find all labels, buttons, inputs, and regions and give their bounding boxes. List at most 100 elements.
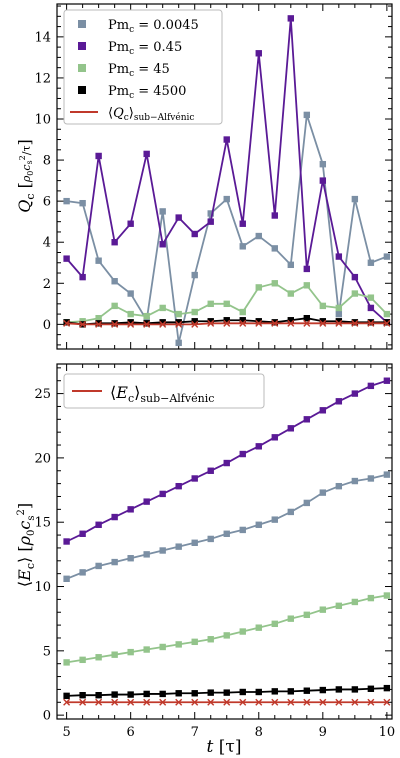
data-point (63, 698, 71, 706)
data-point (191, 539, 198, 546)
data-point (303, 416, 311, 423)
data-point (367, 259, 375, 266)
y-tick-label: 2 (43, 277, 51, 292)
data-point (271, 698, 279, 706)
data-point (335, 304, 343, 312)
data-point (255, 232, 262, 240)
data-point (335, 398, 343, 405)
data-point (351, 390, 359, 397)
data-point (159, 241, 166, 248)
data-point (159, 320, 167, 328)
data-point (255, 318, 262, 325)
data-point (111, 513, 118, 521)
data-point (367, 685, 375, 692)
svg-text:t [τ]: t [τ] (207, 737, 242, 757)
data-point (127, 220, 134, 227)
legend-label: Pmc = 45 (108, 62, 170, 79)
data-point (335, 253, 343, 260)
data-point (367, 294, 375, 301)
data-point (223, 698, 231, 706)
data-point (335, 602, 343, 610)
data-point (207, 689, 214, 696)
data-point (111, 302, 118, 310)
svg-text:Qc [ρ0cs2/τ]: Qc [ρ0cs2/τ] (15, 139, 37, 213)
data-point (303, 265, 311, 273)
data-point (335, 698, 343, 706)
y-tick-label: 8 (43, 154, 51, 169)
data-point (95, 314, 102, 322)
data-point (79, 530, 86, 537)
data-point (319, 698, 327, 706)
data-point (207, 210, 214, 217)
data-point (239, 688, 246, 696)
data-point (383, 319, 391, 327)
data-point (127, 698, 135, 706)
y-tick-label: 10 (34, 113, 51, 128)
data-point (319, 686, 327, 694)
data-point (95, 654, 102, 661)
data-point (223, 689, 230, 696)
y-tick-label: 10 (34, 580, 51, 595)
data-point (335, 686, 343, 693)
data-point (319, 319, 327, 327)
data-point (351, 319, 359, 326)
legend-marker (78, 64, 86, 72)
data-point (63, 197, 70, 205)
data-point (271, 245, 278, 252)
data-point (63, 575, 70, 583)
data-point (287, 319, 295, 327)
data-point (191, 230, 198, 238)
data-point (271, 516, 278, 523)
data-point (159, 304, 166, 312)
data-point (271, 319, 279, 327)
data-point (255, 521, 262, 528)
data-point (127, 320, 135, 328)
data-point (351, 290, 359, 297)
data-point (143, 150, 150, 158)
data-point (287, 508, 294, 516)
data-point (383, 319, 391, 326)
data-point (287, 425, 294, 432)
data-point (223, 136, 230, 143)
data-point (159, 698, 167, 706)
data-point (383, 310, 391, 318)
data-point (287, 290, 294, 297)
data-point (127, 310, 134, 318)
data-point (111, 691, 118, 698)
data-point (351, 319, 359, 327)
data-point (351, 686, 359, 693)
data-point (223, 632, 230, 639)
legend-marker (78, 86, 86, 94)
data-point (319, 606, 327, 613)
data-point (351, 477, 359, 485)
data-point (175, 214, 182, 221)
data-point (303, 282, 311, 289)
data-point (287, 698, 295, 706)
data-point (95, 698, 103, 706)
legend-box (63, 373, 265, 409)
data-point (63, 255, 70, 262)
data-point (111, 320, 119, 328)
data-point (207, 535, 214, 543)
data-point (111, 698, 119, 706)
y-tick-label: 0 (43, 709, 51, 724)
data-point (383, 592, 391, 599)
data-point (175, 698, 183, 706)
data-point (335, 319, 343, 327)
data-point (303, 698, 311, 706)
data-point (143, 690, 150, 698)
legend-marker (78, 42, 86, 50)
x-tick-label: 9 (319, 725, 327, 740)
legend: Pmc = 0.0045 Pmc = 0.45 Pmc = 45 Pmc = 4500… (63, 9, 223, 125)
y-tick-label: 14 (34, 30, 51, 45)
data-point (367, 594, 375, 602)
data-point (79, 698, 87, 706)
svg-text:⟨Ec⟩ [ρ0cs2]: ⟨Ec⟩ [ρ0cs2] (15, 503, 37, 587)
data-point (79, 692, 86, 699)
data-point (207, 636, 214, 643)
data-point (367, 382, 375, 390)
data-point (319, 160, 327, 168)
data-point (79, 320, 87, 328)
data-point (175, 319, 182, 326)
